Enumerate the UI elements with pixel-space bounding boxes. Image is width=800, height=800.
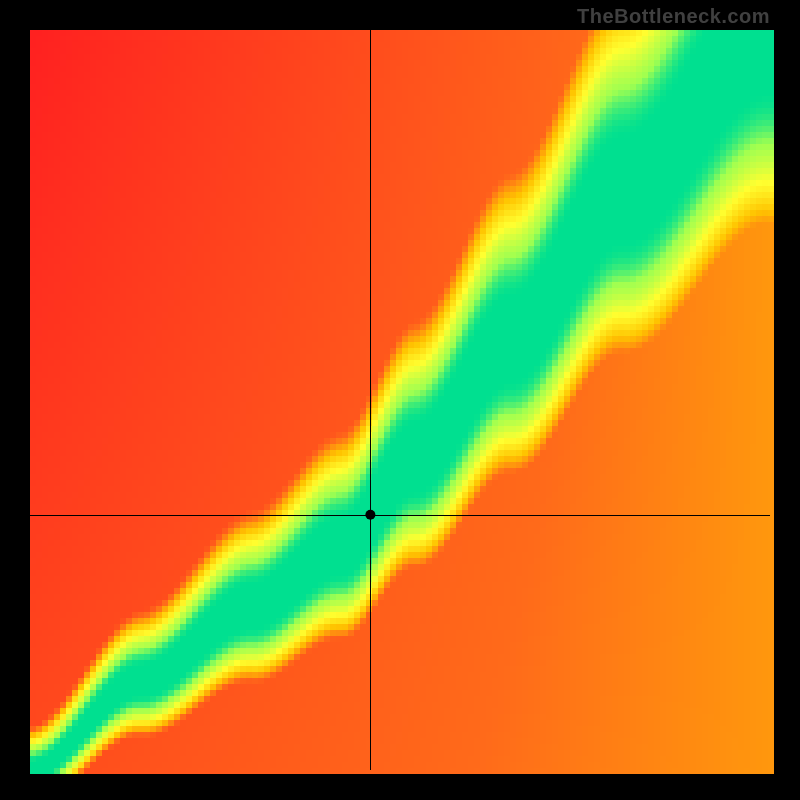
watermark-label: TheBottleneck.com — [577, 6, 770, 29]
chart-container: TheBottleneck.com — [0, 0, 800, 800]
bottleneck-heatmap — [0, 0, 800, 800]
